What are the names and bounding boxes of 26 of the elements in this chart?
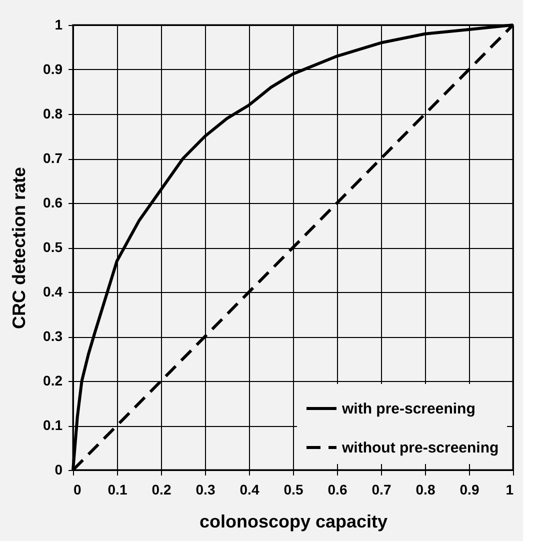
x-tick-label: 0.2 — [152, 482, 172, 498]
x-tick-label: 0.3 — [196, 482, 216, 498]
y-tick-label: 0.8 — [43, 106, 63, 122]
x-tick-label: 0.1 — [108, 482, 128, 498]
y-tick-label: 1 — [54, 16, 63, 32]
legend-label: without pre-screening — [341, 440, 499, 456]
x-tick-label: 0.9 — [460, 482, 480, 498]
y-tick-label: 0.5 — [43, 239, 63, 255]
y-tick-label: 0.4 — [43, 284, 63, 300]
x-tick-label: 0.5 — [284, 482, 304, 498]
x-tick-label: 0.8 — [416, 482, 436, 498]
x-tick-label: 0.7 — [372, 482, 392, 498]
x-tick-label: 1 — [506, 482, 514, 498]
y-tick-label: 0.7 — [43, 150, 63, 166]
x-axis-title: colonoscopy capacity — [199, 512, 388, 532]
y-axis-title: CRC detection rate — [9, 166, 30, 330]
y-tick-label: 0 — [54, 462, 63, 478]
y-tick-label: 0.9 — [43, 61, 63, 77]
y-tick-label: 0.6 — [43, 194, 63, 210]
y-tick-label: 0.3 — [43, 328, 63, 344]
x-tick-label: 0.6 — [328, 482, 348, 498]
x-tick-label: 0 — [74, 482, 82, 498]
y-tick-label: 0.2 — [43, 372, 63, 388]
legend-label: with pre-screening — [341, 400, 476, 418]
y-tick-label: 0.1 — [43, 417, 63, 433]
x-tick-label: 0.4 — [240, 482, 260, 498]
